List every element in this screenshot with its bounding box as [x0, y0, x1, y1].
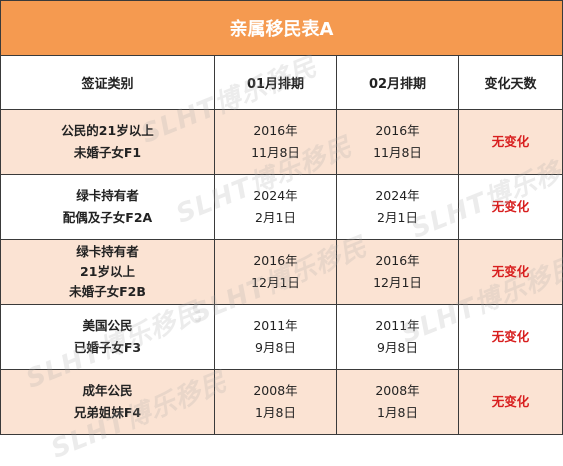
category-line: 未婚子女F2B — [69, 284, 146, 299]
month1-date-cell: 2008年 1月8日 — [214, 369, 337, 435]
month2-date-cell: 2016年 12月1日 — [336, 239, 459, 305]
visa-category-cell: 公民的21岁以上 未婚子女F1 — [0, 109, 215, 175]
header-month-1: 01月排期 — [214, 55, 337, 110]
date-day: 1月8日 — [377, 405, 418, 420]
category-line: 公民的21岁以上 — [61, 123, 154, 138]
visa-category-cell: 绿卡持有者 21岁以上 未婚子女F2B — [0, 239, 215, 305]
date-day: 2月1日 — [255, 210, 296, 225]
month1-date-cell: 2024年 2月1日 — [214, 174, 337, 240]
date-year: 2016年 — [375, 123, 420, 138]
month2-date-cell: 2011年 9月8日 — [336, 304, 459, 370]
date-day: 12月1日 — [251, 275, 300, 290]
category-line: 美国公民 — [82, 318, 133, 333]
table-row-f2a: 绿卡持有者 配偶及子女F2A 2024年 2月1日 2024年 2月1日 无变化 — [0, 174, 563, 240]
family-immigration-table: 亲属移民表A 签证类别 01月排期 02月排期 变化天数 公民的21岁以上 未婚… — [0, 0, 563, 435]
month2-date-cell: 2024年 2月1日 — [336, 174, 459, 240]
date-year: 2024年 — [375, 188, 420, 203]
date-year: 2011年 — [253, 318, 298, 333]
category-line: 未婚子女F1 — [73, 145, 142, 160]
category-line: 21岁以上 — [80, 264, 135, 279]
change-days-cell: 无变化 — [458, 109, 563, 175]
date-year: 2008年 — [375, 383, 420, 398]
visa-category-cell: 成年公民 兄弟姐妹F4 — [0, 369, 215, 435]
visa-category-cell: 绿卡持有者 配偶及子女F2A — [0, 174, 215, 240]
date-year: 2011年 — [375, 318, 420, 333]
date-day: 9月8日 — [377, 340, 418, 355]
month2-date-cell: 2008年 1月8日 — [336, 369, 459, 435]
date-year: 2016年 — [253, 253, 298, 268]
month1-date-cell: 2016年 12月1日 — [214, 239, 337, 305]
date-day: 12月1日 — [373, 275, 422, 290]
table-row-f1: 公民的21岁以上 未婚子女F1 2016年 11月8日 2016年 11月8日 … — [0, 109, 563, 175]
date-year: 2024年 — [253, 188, 298, 203]
date-year: 2008年 — [253, 383, 298, 398]
table-row-f3: 美国公民 已婚子女F3 2011年 9月8日 2011年 9月8日 无变化 — [0, 304, 563, 370]
change-days-cell: 无变化 — [458, 239, 563, 305]
table-header-row: 签证类别 01月排期 02月排期 变化天数 — [0, 55, 563, 110]
change-days-cell: 无变化 — [458, 369, 563, 435]
date-day: 11月8日 — [373, 145, 422, 160]
table-title: 亲属移民表A — [0, 0, 563, 56]
visa-category-cell: 美国公民 已婚子女F3 — [0, 304, 215, 370]
header-month-2: 02月排期 — [336, 55, 459, 110]
date-year: 2016年 — [253, 123, 298, 138]
header-visa-category: 签证类别 — [0, 55, 215, 110]
date-day: 2月1日 — [377, 210, 418, 225]
month1-date-cell: 2011年 9月8日 — [214, 304, 337, 370]
table-title-row: 亲属移民表A — [0, 0, 563, 56]
table-row-f4: 成年公民 兄弟姐妹F4 2008年 1月8日 2008年 1月8日 无变化 — [0, 369, 563, 435]
category-line: 配偶及子女F2A — [62, 210, 153, 225]
date-year: 2016年 — [375, 253, 420, 268]
header-change-days: 变化天数 — [458, 55, 563, 110]
category-line: 成年公民 — [82, 383, 133, 398]
category-line: 已婚子女F3 — [73, 340, 142, 355]
category-line: 绿卡持有者 — [76, 188, 139, 203]
table-row-f2b: 绿卡持有者 21岁以上 未婚子女F2B 2016年 12月1日 2016年 12… — [0, 239, 563, 305]
month2-date-cell: 2016年 11月8日 — [336, 109, 459, 175]
date-day: 11月8日 — [251, 145, 300, 160]
change-days-cell: 无变化 — [458, 174, 563, 240]
date-day: 1月8日 — [255, 405, 296, 420]
category-line: 绿卡持有者 — [76, 244, 139, 259]
month1-date-cell: 2016年 11月8日 — [214, 109, 337, 175]
date-day: 9月8日 — [255, 340, 296, 355]
change-days-cell: 无变化 — [458, 304, 563, 370]
category-line: 兄弟姐妹F4 — [73, 405, 142, 420]
